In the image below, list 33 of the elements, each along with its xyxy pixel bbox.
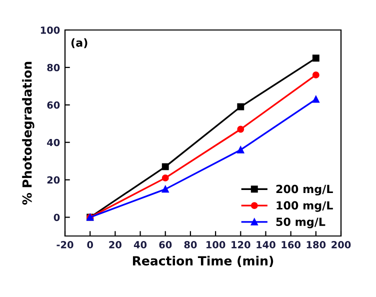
x-tick-label: 160: [282, 241, 300, 248]
legend-label: 50 mg/L: [276, 218, 326, 228]
x-tick-label: 0: [87, 241, 94, 248]
point: [162, 186, 169, 193]
point: [162, 163, 169, 170]
x-tick-label: 100: [206, 241, 226, 248]
point: [162, 174, 169, 182]
y-tick-label: 100: [40, 26, 60, 34]
x-tick-label: 80: [184, 241, 197, 248]
x-tick-label: 60: [159, 241, 172, 248]
legend-label: 200 mg/L: [276, 184, 333, 196]
point: [237, 103, 244, 110]
y-tick-label: 40: [47, 138, 60, 146]
annotation: (a): [71, 38, 88, 48]
x-tick-label: 20: [109, 241, 122, 248]
point: [312, 71, 320, 78]
x-tick-label: 140: [256, 241, 276, 248]
x-tick-label: 120: [232, 241, 250, 248]
y-tick-label: 20: [47, 176, 60, 184]
point: [237, 126, 244, 133]
point: [312, 96, 320, 103]
y-tick-label: 60: [47, 101, 60, 109]
point: [312, 54, 320, 62]
x-tick-label: -20: [56, 241, 74, 248]
point: [237, 146, 244, 154]
x-tick-label: 40: [134, 241, 147, 248]
x-tick-label: 180: [306, 241, 326, 248]
x-axis-title: Reaction Time (min): [132, 256, 274, 267]
y-tick-label: 0: [54, 214, 60, 222]
x-tick-label: 200: [332, 241, 351, 248]
y-axis-title: % Photodegradation: [22, 62, 34, 205]
legend-label: 100 mg/L: [276, 201, 333, 212]
y-tick-label: 80: [47, 64, 60, 72]
